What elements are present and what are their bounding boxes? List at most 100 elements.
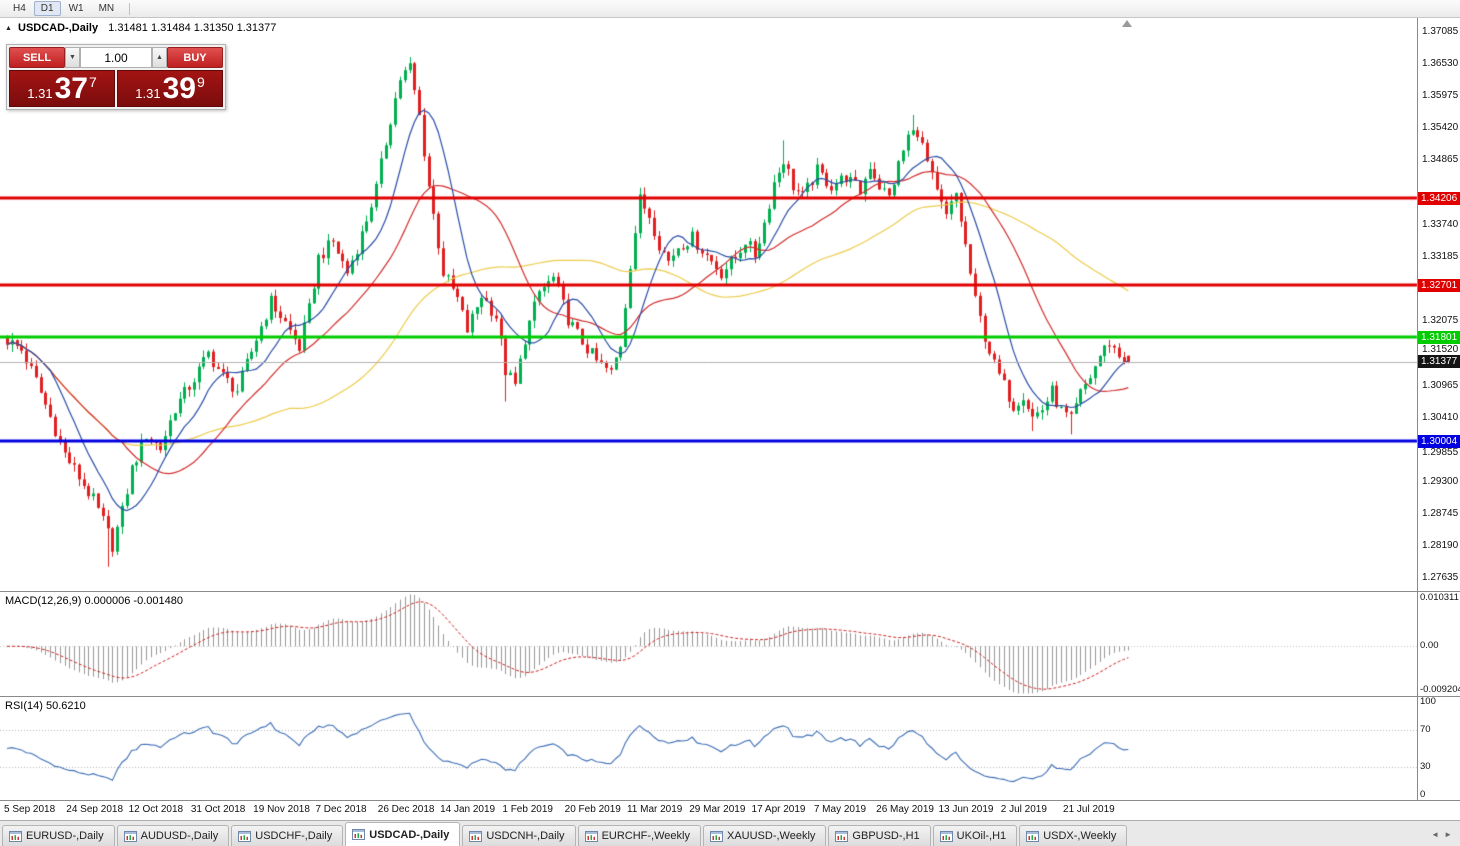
price-tick-label: 1.35975: [1422, 90, 1459, 102]
volume-decrease-button[interactable]: ▼: [65, 47, 80, 68]
price-tick-label: 1.30965: [1422, 379, 1459, 391]
bid-price-display[interactable]: 1.31 37 7: [9, 70, 115, 107]
bid-pipette: 7: [88, 74, 97, 90]
price-chart-panel[interactable]: ▲ USDCAD-,Daily 1.31481 1.31484 1.31350 …: [0, 18, 1460, 591]
sell-button[interactable]: SELL: [9, 47, 65, 68]
date-label: 12 Oct 2018: [128, 804, 184, 815]
one-click-panel-toggle-icon[interactable]: ▲: [5, 25, 12, 32]
date-label: 17 Apr 2019: [751, 804, 806, 815]
chart-tab-label: GBPUSD-,H1: [852, 830, 920, 842]
tab-usdchf-daily[interactable]: USDCHF-,Daily: [231, 825, 344, 846]
tab-eurusd-daily[interactable]: EURUSD-,Daily: [2, 825, 115, 846]
chart-tab-label: EURCHF-,Weekly: [601, 830, 690, 842]
current-price-label: 1.31377: [1418, 355, 1460, 369]
macd-panel[interactable]: MACD(12,26,9) 0.000006 -0.001480 0.01031…: [0, 592, 1460, 695]
rsi-axis-label: 0: [1420, 789, 1426, 800]
bid-pips: 37: [54, 72, 88, 105]
chart-tab-label: UKOil-,H1: [956, 830, 1007, 842]
macd-axis-label: 0.010311: [1420, 591, 1459, 603]
chart-tab-icon: [469, 830, 483, 842]
price-tick-label: 1.36530: [1422, 58, 1459, 70]
timeframe-button-mn[interactable]: MN: [98, 3, 115, 14]
price-tick-label: 1.33740: [1422, 219, 1459, 231]
level-price-label: 1.31801: [1418, 330, 1460, 344]
macd-axis-label: 0.00: [1420, 640, 1439, 652]
date-label: 31 Oct 2018: [190, 804, 246, 815]
ask-prefix: 1.31: [135, 86, 161, 101]
tab-gbpusd-h1[interactable]: GBPUSD-,H1: [828, 825, 931, 846]
macd-label: MACD(12,26,9) 0.000006 -0.001480: [5, 595, 183, 607]
panel-divider[interactable]: [0, 696, 1460, 697]
price-tick-label: 1.37085: [1422, 26, 1459, 37]
tab-usdcnh-daily[interactable]: USDCNH-,Daily: [462, 825, 576, 846]
price-tick-label: 1.29300: [1422, 475, 1459, 487]
chart-tab-icon: [939, 830, 953, 842]
volume-increase-button[interactable]: ▲: [152, 47, 167, 68]
rsi-axis-label: 100: [1420, 696, 1436, 707]
tab-ukoil-h1[interactable]: UKOil-,H1: [932, 825, 1018, 846]
price-tick-label: 1.28190: [1422, 539, 1459, 551]
date-label: 19 Nov 2018: [253, 804, 310, 815]
date-label: 13 Jun 2019: [938, 804, 994, 815]
panel-divider[interactable]: [0, 591, 1460, 592]
level-price-label: 1.34206: [1418, 191, 1460, 205]
panel-divider[interactable]: [0, 800, 1460, 801]
buy-button[interactable]: BUY: [167, 47, 223, 68]
ask-price-display[interactable]: 1.31 39 9: [117, 70, 223, 107]
tab-usdcad-daily[interactable]: USDCAD-,Daily: [345, 822, 461, 846]
chart-shift-marker-icon: [1122, 20, 1132, 27]
time-axis[interactable]: 5 Sep 2018 24 Sep 2018 12 Oct 2018 31 Oct 2…: [0, 801, 1460, 820]
tab-scroll-right-icon[interactable]: ►: [1444, 830, 1452, 839]
price-tick-label: 1.28745: [1422, 507, 1459, 519]
chart-tab-icon: [1026, 830, 1040, 842]
chart-tabs: EURUSD-,Daily AUDUSD-,Daily USDCHF-,Daily U…: [0, 821, 1128, 846]
timeframe-button-w1[interactable]: W1: [68, 3, 84, 14]
chart-tab-label: USDX-,Weekly: [1043, 830, 1117, 842]
date-label: 7 May 2019: [813, 804, 867, 815]
timeframe-toolbar: H4 D1 W1 MN: [0, 0, 1460, 18]
date-label: 26 Dec 2018: [377, 804, 435, 815]
price-tick-label: 1.34865: [1422, 154, 1459, 166]
price-tick-label: 1.32075: [1422, 315, 1459, 327]
date-label: 2 Jul 2019: [1000, 804, 1047, 815]
ask-pips: 39: [162, 72, 196, 105]
chart-tab-icon: [238, 830, 252, 842]
price-tick-label: 1.29855: [1422, 447, 1459, 459]
candlestick-chart-canvas[interactable]: [0, 18, 1460, 591]
chart-symbol-label: USDCAD-,Daily: [18, 22, 99, 34]
chart-title: ▲ USDCAD-,Daily 1.31481 1.31484 1.31350 …: [5, 22, 276, 34]
rsi-panel[interactable]: RSI(14) 50.6210 100 70 30 0: [0, 696, 1460, 800]
one-click-trade-panel: SELL ▼ 1.00 ▲ BUY 1.31 37 7 1.31 39 9: [6, 44, 226, 110]
tab-scroll-left-icon[interactable]: ◄: [1431, 830, 1440, 839]
price-axis-divider: [1417, 18, 1418, 800]
rsi-canvas[interactable]: [0, 697, 1460, 800]
price-tick-label: 1.33185: [1422, 251, 1459, 263]
date-label: 21 Jul 2019: [1063, 804, 1115, 815]
chart-ohlc-values: 1.31481 1.31484 1.31350 1.31377: [108, 22, 277, 34]
level-price-label: 1.32701: [1418, 278, 1460, 292]
chart-tab-label: USDCNH-,Daily: [486, 830, 565, 842]
bid-prefix: 1.31: [27, 86, 53, 101]
date-label: 1 Feb 2019: [502, 804, 553, 815]
chart-tab-label: AUDUSD-,Daily: [140, 830, 219, 842]
date-label: 20 Feb 2019: [564, 804, 621, 815]
volume-input[interactable]: 1.00: [80, 47, 152, 68]
tab-audusd-daily[interactable]: AUDUSD-,Daily: [116, 825, 230, 846]
macd-canvas[interactable]: [0, 592, 1460, 695]
tab-xauusd-weekly[interactable]: XAUUSD-,Weekly: [702, 825, 827, 846]
price-tick-label: 1.35420: [1422, 122, 1459, 134]
timeframe-button-h4[interactable]: H4: [13, 3, 26, 14]
ask-pipette: 9: [196, 74, 205, 90]
date-label: 11 Mar 2019: [626, 804, 683, 815]
tab-eurchf-weekly[interactable]: EURCHF-,Weekly: [577, 825, 701, 846]
chart-tab-icon: [835, 830, 849, 842]
chart-tab-label: XAUUSD-,Weekly: [726, 830, 816, 842]
chart-tab-label: USDCAD-,Daily: [369, 828, 450, 841]
price-tick-label: 1.30410: [1422, 411, 1459, 423]
date-label: 29 Mar 2019: [689, 804, 746, 815]
price-tick-label: 1.27635: [1422, 572, 1459, 583]
price-tick-label: 1.31520: [1422, 343, 1459, 355]
timeframe-button-d1[interactable]: D1: [33, 1, 61, 16]
tab-usdx-weekly[interactable]: USDX-,Weekly: [1019, 825, 1128, 846]
chart-tab-icon: [352, 829, 366, 840]
